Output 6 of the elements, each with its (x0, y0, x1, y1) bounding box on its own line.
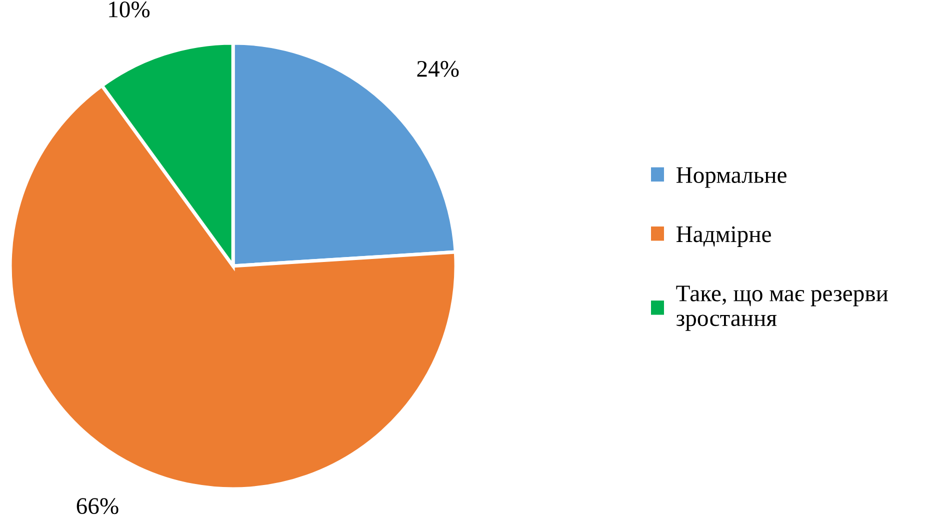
data-label: 24% (417, 60, 459, 77)
legend-label: Надмірне (676, 226, 771, 247)
data-label: 66% (76, 498, 118, 514)
data-label: 10% (109, 1, 150, 18)
legend-label: Таке, що має резерви зростання (676, 286, 888, 331)
legend-label: Нормальне (676, 167, 786, 188)
